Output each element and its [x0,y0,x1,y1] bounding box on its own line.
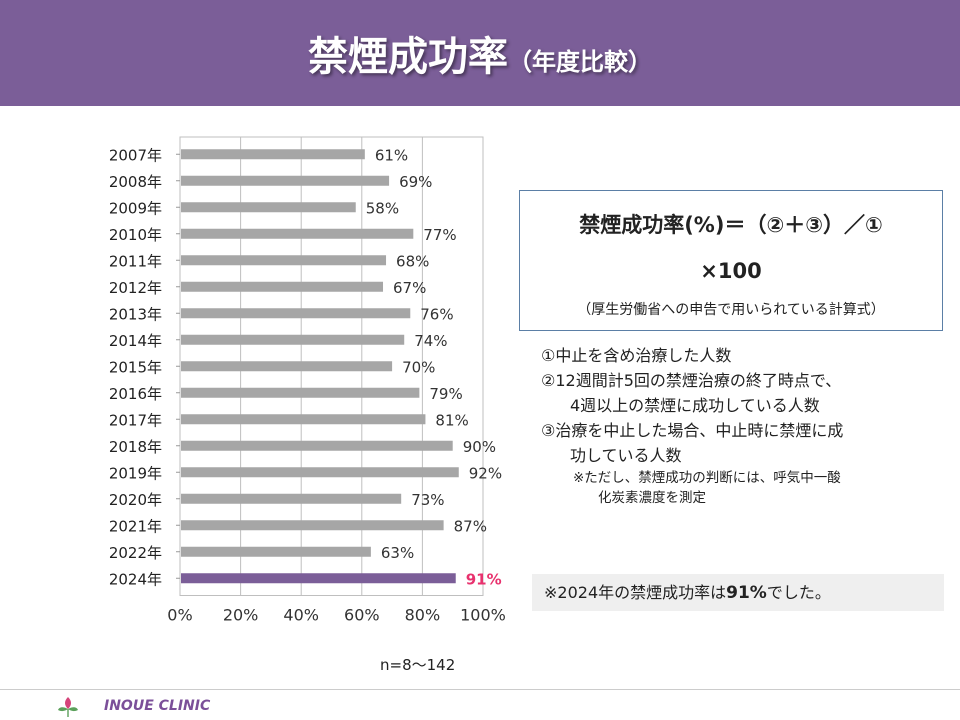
bar [181,202,356,213]
data-label: 79% [429,385,462,403]
category-label: 2012年 [109,279,162,297]
bar [181,149,365,160]
bar [181,175,390,186]
x-tick-label: 20% [223,606,259,625]
x-tick-label: 0% [167,606,192,625]
bar [181,467,459,478]
data-label: 70% [402,358,435,376]
bar [181,387,420,398]
category-label: 2019年 [109,464,162,482]
category-label: 2011年 [109,252,162,270]
title-main: 禁煙成功率 [308,34,508,80]
bar [181,414,426,425]
title-sub: （年度比較） [508,48,652,76]
data-label: 73% [411,491,444,509]
category-label: 2013年 [109,305,162,323]
data-label: 87% [454,517,487,535]
definition-3a: ③治療を中止した場合、中止時に禁煙に成 [541,421,844,440]
x-tick-label: 80% [405,606,441,625]
data-label: 91% [466,570,502,588]
definition-3b: 功している人数 [570,446,682,465]
header-banner [0,0,960,106]
data-label: 81% [435,411,468,429]
sample-size-note: n=8～142 [380,656,456,674]
category-label: 2024年 [109,570,162,588]
data-label: 58% [366,199,399,217]
definition-2b: 4週以上の禁煙に成功している人数 [570,396,820,415]
category-label: 2020年 [109,491,162,509]
bar [181,334,405,345]
data-label: 76% [420,305,453,323]
bar [181,520,444,531]
bar [181,573,456,584]
formula-line-2: ×100 [700,259,762,283]
formula-line-1: 禁煙成功率(%)＝（②＋③）／① [579,213,883,237]
category-label: 2022年 [109,544,162,562]
footer-divider [0,689,960,690]
bar [181,361,393,372]
formula-box: 禁煙成功率(%)＝（②＋③）／① ×100 （厚生労働省への申告で用いられている… [519,190,943,331]
data-label: 68% [396,252,429,270]
callout-prefix: ※2024年の禁煙成功率は [544,583,727,602]
bar [181,546,371,557]
definitions: ①中止を含め治療した人数 ②12週間計5回の禁煙治療の終了時点で、 4週以上の禁… [541,343,941,508]
category-label: 2008年 [109,173,162,191]
category-label: 2007年 [109,146,162,164]
callout-value: 91% [726,583,767,603]
definition-1: ①中止を含め治療した人数 [541,346,732,365]
data-label: 90% [463,438,496,456]
x-tick-label: 60% [344,606,380,625]
category-label: 2016年 [109,385,162,403]
data-label: 92% [469,464,502,482]
category-label: 2018年 [109,438,162,456]
formula-note: （厚生労働省への申告で用いられている計算式） [577,302,885,318]
page-title: 禁煙成功率（年度比較） [0,24,960,82]
data-label: 69% [399,173,432,191]
bar [181,308,411,319]
category-label: 2015年 [109,358,162,376]
bar [181,440,453,451]
definition-note-2: 化炭素濃度を測定 [598,490,706,506]
category-label: 2010年 [109,226,162,244]
clinic-name: INOUE CLINIC [104,698,211,714]
category-label: 2009年 [109,199,162,217]
category-label: 2017年 [109,411,162,429]
data-label: 61% [375,146,408,164]
data-label: 67% [393,279,426,297]
category-label: 2014年 [109,332,162,350]
callout-suffix: でした。 [766,583,831,602]
data-label: 77% [423,226,456,244]
definition-note-1: ※ただし、禁煙成功の判断には、呼気中一酸 [573,470,841,486]
definition-2a: ②12週間計5回の禁煙治療の終了時点で、 [541,371,842,390]
x-tick-label: 40% [283,606,319,625]
clinic-logo-icon [58,697,78,717]
data-label: 74% [414,332,447,350]
bar-chart: 0% 20% 40% 60% 80% 100% 2007年 61% 2008年 69% 2009年 5… [109,136,506,625]
bar [181,281,384,292]
bar [181,255,387,266]
bar [181,493,402,504]
bar [181,228,414,239]
x-tick-label: 100% [460,606,506,625]
result-callout: ※2024年の禁煙成功率は91%でした。 [532,574,944,611]
category-label: 2021年 [109,517,162,535]
data-label: 63% [381,544,414,562]
